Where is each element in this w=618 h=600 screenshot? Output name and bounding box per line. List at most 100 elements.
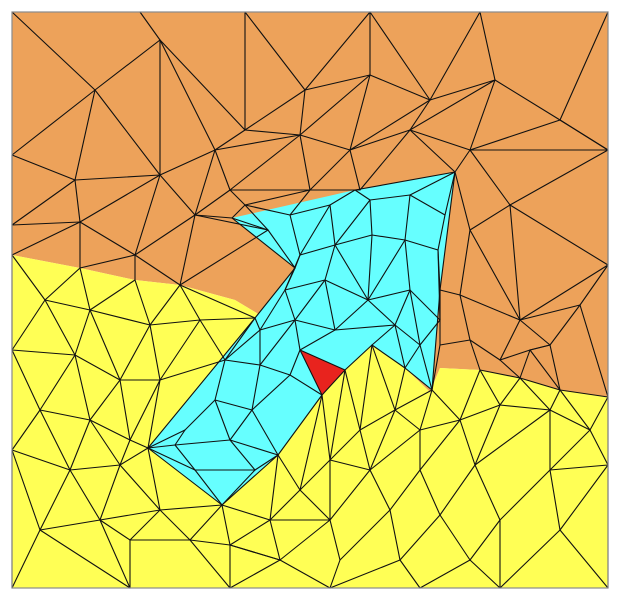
mesh-edge (429, 11, 481, 101)
mesh-edge (334, 199, 371, 246)
mesh-edge (369, 194, 411, 201)
mesh-edge (324, 279, 369, 301)
mesh-edge (159, 39, 216, 151)
arrow-region (148, 172, 455, 505)
mesh-edge (369, 429, 421, 471)
marked-element (300, 350, 345, 395)
mesh-edge (431, 344, 441, 391)
mesh-edge (469, 559, 501, 589)
mesh-edge (79, 174, 161, 223)
mesh-edge (419, 559, 471, 589)
mesh-edge (499, 529, 561, 589)
mesh-edge (74, 89, 96, 181)
mesh-edge (231, 204, 246, 219)
mesh-edge (439, 171, 456, 291)
mesh-edge (289, 214, 301, 256)
mesh-edge (159, 359, 226, 381)
mesh-edge (284, 289, 296, 321)
mesh-edge (259, 319, 296, 331)
mesh-edge (119, 324, 151, 381)
mesh-edge (469, 79, 496, 151)
mesh-edge (289, 374, 323, 396)
mesh-edge (479, 11, 496, 81)
mesh-edge (299, 134, 311, 191)
lower-region (12, 255, 608, 588)
mesh-edge (214, 399, 231, 441)
mesh-edge (147, 447, 161, 511)
mesh-edge (339, 509, 391, 561)
mesh-edge (409, 194, 446, 216)
mesh-edge (277, 394, 323, 456)
mesh-edge (369, 409, 396, 471)
mesh-edge (404, 239, 411, 291)
mesh-edge (214, 129, 246, 151)
mesh-edge (359, 344, 373, 431)
mesh-edge (129, 439, 149, 449)
mesh-edge (459, 369, 481, 421)
mesh-edge (519, 304, 581, 321)
mesh-edge (549, 304, 581, 346)
mesh-edge (224, 317, 256, 361)
mesh-edge (159, 509, 191, 541)
mesh-edge (459, 294, 521, 321)
mesh-edge (439, 514, 471, 561)
mesh-edge (221, 469, 256, 506)
mesh-edge (11, 529, 41, 589)
mesh-edge (299, 394, 323, 491)
mesh-edge (404, 194, 411, 241)
mesh-edge (589, 396, 609, 431)
mesh-edge (394, 409, 421, 431)
mesh-edge (469, 204, 511, 231)
mesh-edge (79, 254, 136, 269)
mesh-edge (409, 79, 496, 131)
mesh-edge (559, 11, 609, 121)
mesh-edge (419, 419, 461, 471)
mesh-edge (519, 377, 551, 411)
mesh-edge (139, 11, 161, 41)
mesh-edge (369, 74, 431, 101)
mesh-edge (329, 429, 361, 461)
mesh-edge (394, 324, 421, 346)
mesh-edge (94, 39, 161, 91)
mesh-edge (559, 529, 609, 589)
mesh-edge (269, 454, 279, 521)
mesh-edge (194, 469, 223, 506)
mesh-edge (367, 234, 373, 301)
mesh-edge (349, 149, 361, 191)
mesh-edge (334, 324, 396, 331)
mesh-edge (329, 459, 371, 471)
mesh-edge (147, 429, 186, 449)
mesh-edge (229, 189, 246, 206)
mesh-edge (149, 284, 181, 326)
mesh-edge (334, 234, 373, 246)
mesh-edge (371, 344, 396, 411)
mesh-edge (439, 289, 461, 296)
mesh-edge (519, 377, 561, 391)
mesh-edge (74, 179, 81, 223)
mesh-edge (321, 394, 331, 461)
mesh-edge (329, 519, 341, 561)
mesh-edge (269, 519, 281, 561)
mesh-edge (179, 284, 201, 321)
mesh-edge (349, 129, 411, 151)
mesh-edge (229, 439, 256, 471)
mesh-edge (549, 344, 561, 391)
mesh-edge (119, 464, 161, 511)
mesh-edge (74, 354, 91, 421)
mesh-edge (519, 264, 609, 321)
mesh-edge (459, 294, 471, 341)
mesh-edge (334, 244, 369, 301)
mesh-edge (44, 299, 76, 356)
mesh-edge (229, 439, 279, 456)
mesh-edge (459, 419, 476, 466)
mesh-edge (279, 559, 331, 589)
mesh-edge (559, 464, 609, 531)
mesh-edge (329, 559, 341, 589)
mesh-edge (469, 339, 481, 371)
mesh-edge (11, 11, 96, 91)
mesh-edge (147, 447, 196, 471)
mesh-edge (359, 429, 371, 471)
mesh-edge (39, 409, 71, 471)
mesh-edge (294, 279, 326, 321)
